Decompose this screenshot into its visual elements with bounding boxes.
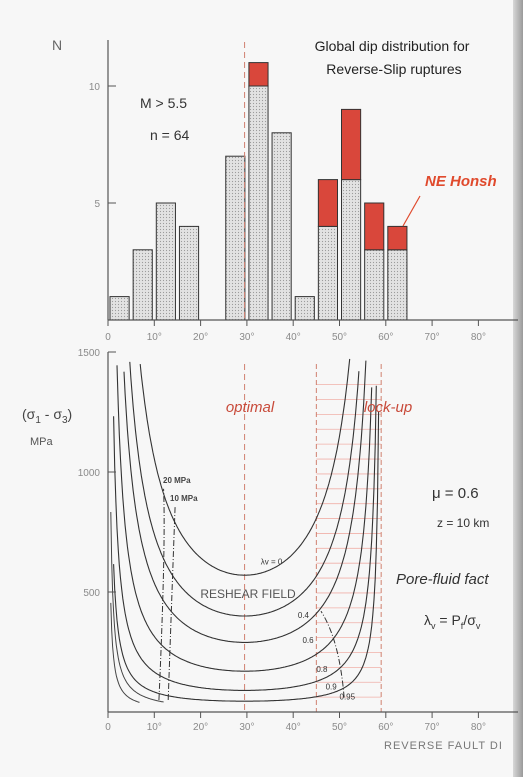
mpa20-label: 20 MPa xyxy=(163,476,191,485)
stress-x-tick-label: 80° xyxy=(471,722,486,733)
histogram-bar xyxy=(364,249,385,321)
stress-x-tick-label: 60° xyxy=(378,722,393,733)
stress-curve-outer xyxy=(110,511,164,703)
histogram-bar-highlight xyxy=(341,108,362,181)
stress-curve xyxy=(129,361,360,617)
magnitude-label: M > 5.5 xyxy=(140,95,187,111)
ne-honshu-label: NE Honsh xyxy=(425,173,497,190)
histogram-x-tick-label: 60° xyxy=(378,332,393,343)
stress-curve xyxy=(123,360,367,643)
curve-label: 0.4 xyxy=(298,611,310,620)
histogram-bar xyxy=(225,155,246,321)
histogram-bar xyxy=(387,249,408,321)
stress-x-tick-label: 10° xyxy=(147,722,162,733)
histogram-subtitle: Reverse-Slip ruptures xyxy=(326,61,461,77)
stress-x-tick-label: 70° xyxy=(425,722,440,733)
lambda-definition: λv = Pf/σv xyxy=(424,612,481,631)
histogram-x-tick-label: 0 xyxy=(105,332,111,343)
count-label: n = 64 xyxy=(150,127,190,143)
cohesion-curve-20mpa xyxy=(158,488,165,701)
histogram-y-ticks: 5 10 xyxy=(89,82,116,210)
stress-curve xyxy=(113,411,380,702)
stress-curve xyxy=(113,385,377,691)
histogram-x-tick-label: 80° xyxy=(471,332,486,343)
stress-x-tick-label: 0 xyxy=(105,722,111,733)
histogram-bar xyxy=(294,296,315,321)
ne-honshu-pointer xyxy=(402,195,421,227)
reshear-field-label: RESHEAR FIELD xyxy=(200,587,296,601)
curve-label: λv = 0 xyxy=(261,557,283,566)
histogram-bar xyxy=(155,202,176,321)
histogram-y-tick-label: 10 xyxy=(89,82,101,93)
histogram-bar-highlight xyxy=(317,179,339,227)
histogram-x-tick-label: 40° xyxy=(286,332,301,343)
stress-x-tick-label: 20° xyxy=(193,722,208,733)
histogram-bar-highlight xyxy=(364,202,385,251)
cohesion-curve-10mpa xyxy=(167,505,176,701)
stress-y-tick-label: 500 xyxy=(83,588,100,599)
histogram-bar xyxy=(178,225,200,321)
mpa10-label: 10 MPa xyxy=(170,494,198,503)
histogram-y-label: N xyxy=(52,37,62,53)
histogram-bar xyxy=(317,225,339,321)
window-edge xyxy=(513,0,523,777)
stress-y-unit: MPa xyxy=(30,436,54,448)
histogram-x-tick-label: 10° xyxy=(147,332,162,343)
curve-labels: λv = 0 0.4 0.6 0.8 0.90.95 xyxy=(261,557,356,701)
histogram-x-tick-label: 70° xyxy=(425,332,440,343)
stress-x-tick-label: 30° xyxy=(239,722,254,733)
stress-x-tick-label: 40° xyxy=(286,722,301,733)
histogram-x-ticks: 0 10° 20° 30° 40° 50° 60° 70° 80° xyxy=(105,320,486,343)
cohesion-curve-lockup xyxy=(320,610,345,698)
stress-y-tick-label: 1500 xyxy=(78,348,101,359)
stress-curve xyxy=(116,365,373,672)
optimal-label: optimal xyxy=(226,399,275,416)
stress-x-ticks: 0 10° 20° 30° 40° 50° 60° 70° 80° xyxy=(105,712,486,733)
histogram-bar xyxy=(132,249,153,321)
depth-label: z = 10 km xyxy=(437,516,489,530)
stress-y-label: (σ1 - σ3) xyxy=(22,406,72,426)
curve-label: 0.95 xyxy=(340,693,356,702)
pore-fluid-label: Pore-fluid fact xyxy=(396,571,489,588)
histogram-y-tick-label: 5 xyxy=(94,199,100,210)
histogram-title: Global dip distribution for xyxy=(315,38,470,54)
histogram-bar xyxy=(248,85,269,321)
curve-label: 0.8 xyxy=(316,665,328,674)
mu-label: μ = 0.6 xyxy=(432,485,479,502)
stress-y-tick-label: 1000 xyxy=(78,468,101,479)
stress-x-label: REVERSE FAULT DI xyxy=(384,740,503,752)
histogram-x-tick-label: 50° xyxy=(332,332,347,343)
lockup-label: lock-up xyxy=(364,399,412,416)
histogram-chart: 5 10 0 10° 20° 30° 40° 50° 60° 70° 80° N Global d… xyxy=(52,37,518,343)
histogram-bar-highlight xyxy=(248,62,269,87)
stress-curves xyxy=(110,358,380,703)
histogram-bar-highlight xyxy=(387,225,408,251)
histogram-x-tick-label: 30° xyxy=(239,332,254,343)
stress-curve-outer xyxy=(110,602,140,703)
curve-label: 0.9 xyxy=(326,683,338,692)
histogram-bars xyxy=(109,42,408,321)
histogram-bar xyxy=(341,179,362,321)
histogram-bar xyxy=(109,296,130,321)
stress-curve xyxy=(139,358,351,576)
histogram-bar xyxy=(271,132,292,321)
stress-x-tick-label: 50° xyxy=(332,722,347,733)
stress-y-ticks: 500 1000 1500 xyxy=(78,348,116,599)
curve-label: 0.6 xyxy=(302,636,314,645)
stress-chart: 500 1000 1500 0 10° 20° 30° 40° 50° 60° 70° 80° (σ… xyxy=(22,348,518,752)
histogram-x-tick-label: 20° xyxy=(193,332,208,343)
